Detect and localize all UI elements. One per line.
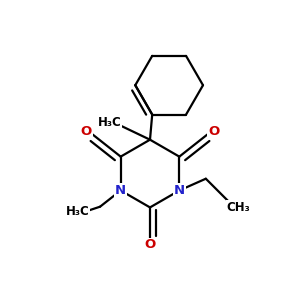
Text: N: N [115, 184, 126, 197]
Text: N: N [174, 184, 185, 197]
Text: O: O [144, 238, 156, 251]
Text: CH₃: CH₃ [226, 201, 250, 214]
Text: H₃C: H₃C [66, 205, 90, 218]
Text: O: O [81, 124, 92, 137]
Text: O: O [208, 124, 219, 137]
Text: H₃C: H₃C [98, 116, 122, 128]
